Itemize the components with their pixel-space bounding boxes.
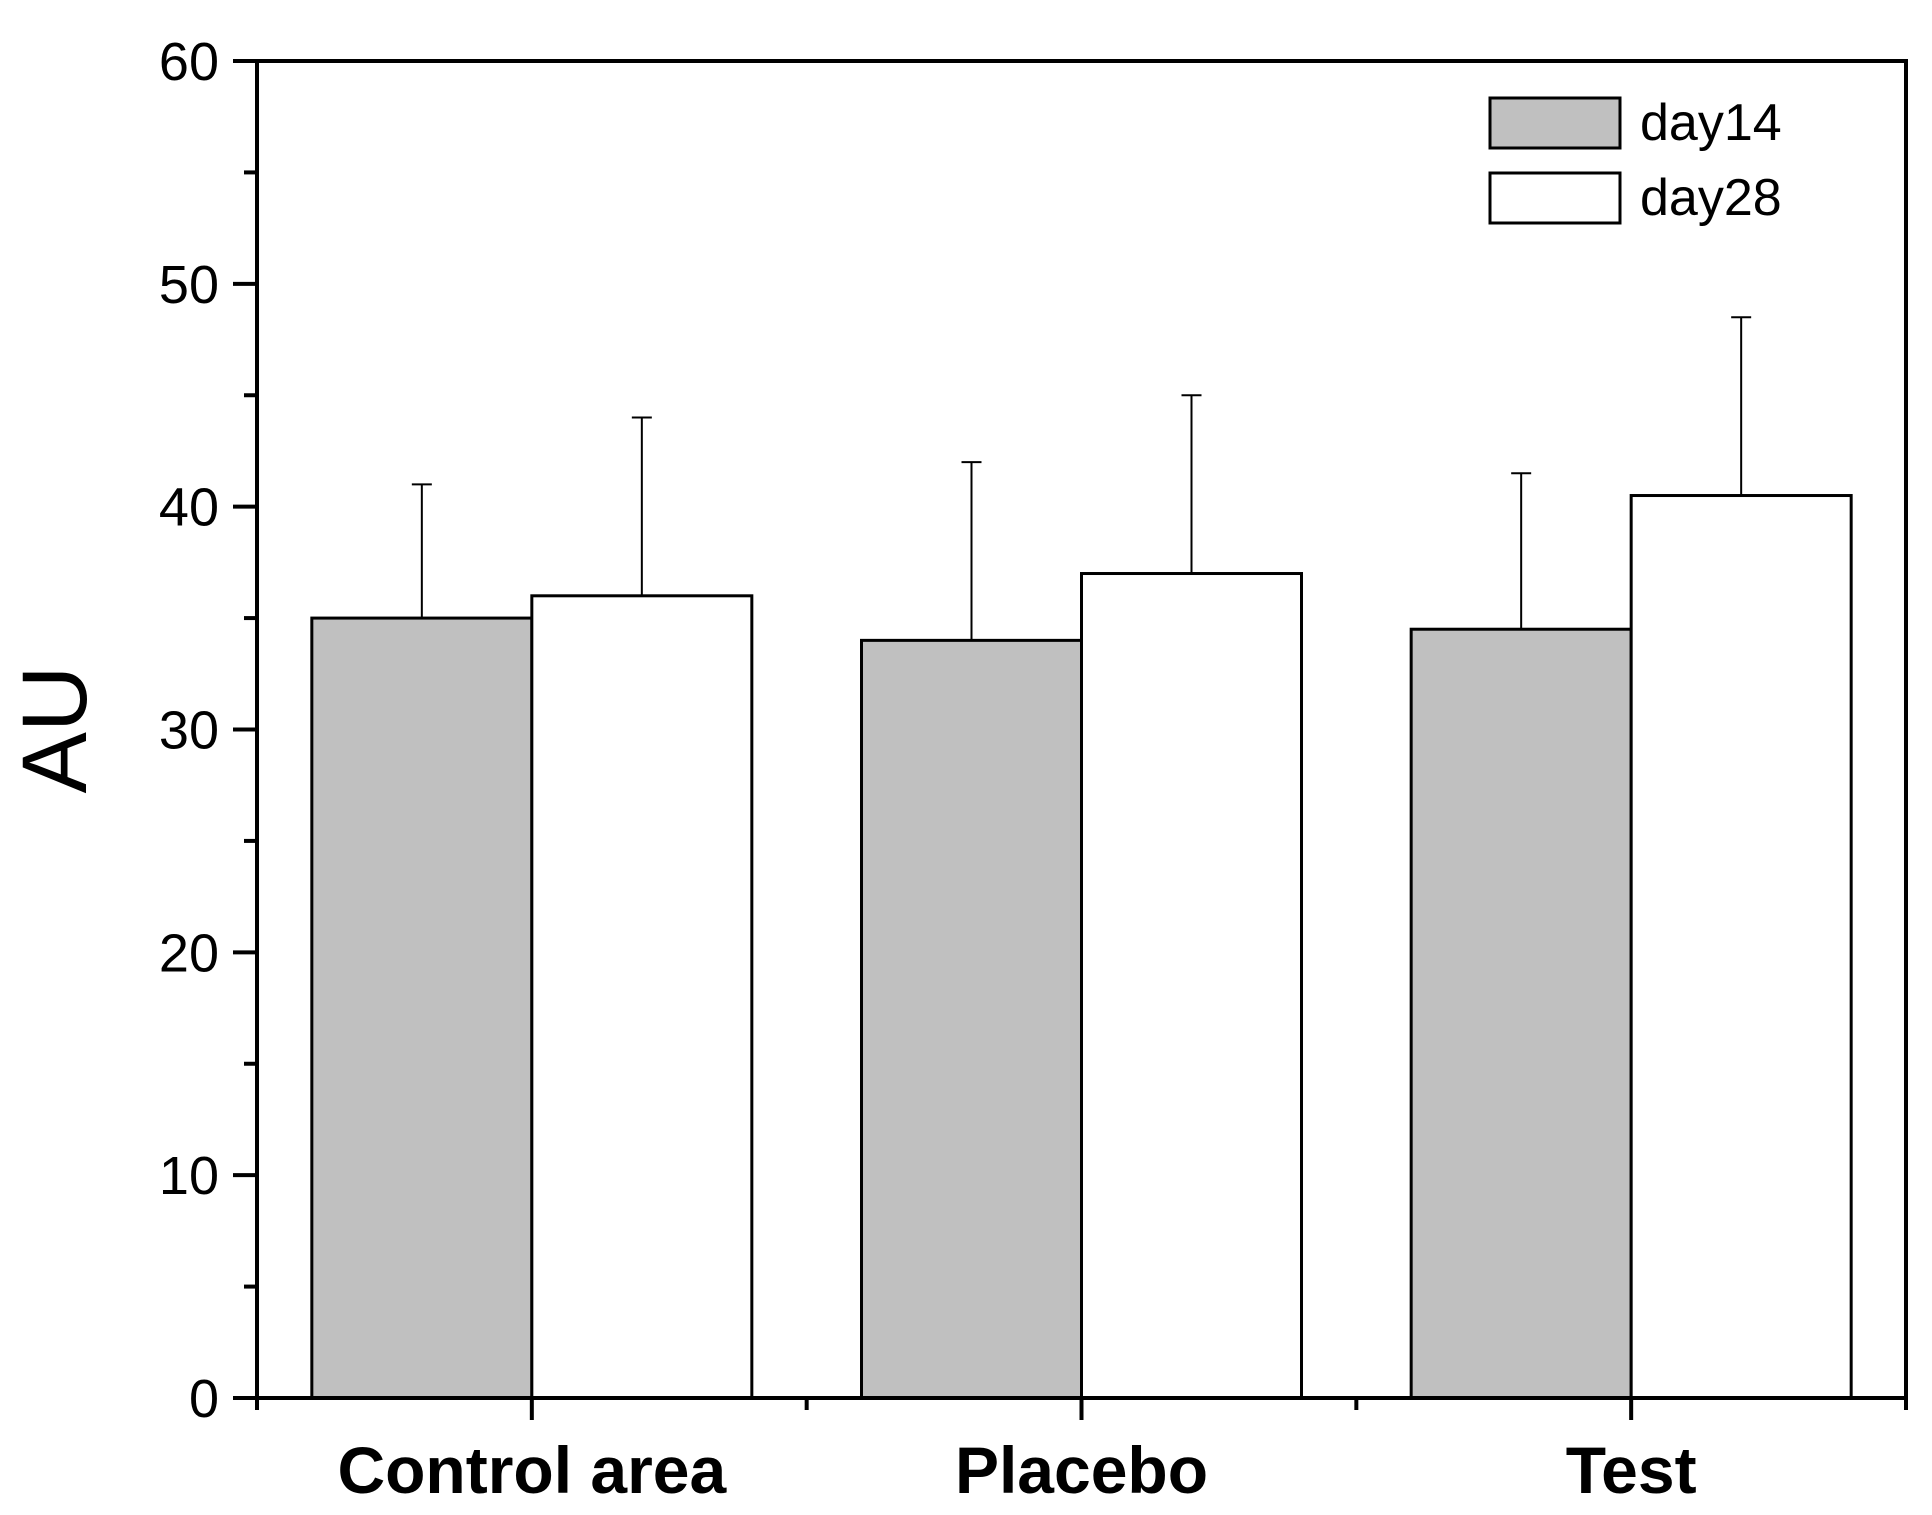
y-tick-label: 10: [159, 1146, 219, 1206]
legend-item-day14: day14: [1488, 94, 1782, 152]
error-bar-day28-placebo: [1181, 394, 1202, 574]
legend-swatch: [1488, 96, 1622, 150]
y-tick-label: 40: [159, 478, 219, 538]
bar-day14-control-area: [310, 616, 534, 1400]
x-tick-label-placebo: Placebo: [955, 1433, 1208, 1507]
error-bar-day14-control-area: [411, 483, 432, 619]
y-tick-label: 20: [159, 923, 219, 983]
legend-swatch: [1488, 171, 1622, 225]
error-bar-day28-control-area: [631, 416, 652, 596]
y-tick-label: 0: [189, 1369, 219, 1429]
bar-day14-test: [1409, 627, 1633, 1400]
legend-item-day28: day28: [1488, 169, 1782, 227]
bars-layer: [310, 494, 1853, 1400]
legend-label: day28: [1640, 169, 1782, 227]
x-tick-label-control-area: Control area: [337, 1433, 727, 1507]
axis-layer: Control area Placebo Test 0 10 20 30 40 50 60: [159, 32, 1908, 1507]
y-tick-label: 50: [159, 255, 219, 315]
x-tick-label-test: Test: [1566, 1433, 1697, 1507]
error-bar-day14-placebo: [961, 461, 982, 641]
error-bars-layer: [411, 316, 1752, 641]
bar-day28-placebo: [1080, 572, 1303, 1400]
error-bar-day28-test: [1731, 316, 1752, 496]
legend-label: day14: [1640, 94, 1782, 152]
error-bar-day14-test: [1511, 472, 1532, 630]
bar-day28-control-area: [530, 594, 754, 1400]
bar-day14-placebo: [860, 638, 1083, 1400]
y-tick-label: 60: [159, 32, 219, 92]
y-tick-label: 30: [159, 701, 219, 761]
bar-day28-test: [1629, 494, 1853, 1400]
y-axis-title: AU: [4, 666, 106, 794]
legend: day14 day28: [1488, 94, 1782, 227]
